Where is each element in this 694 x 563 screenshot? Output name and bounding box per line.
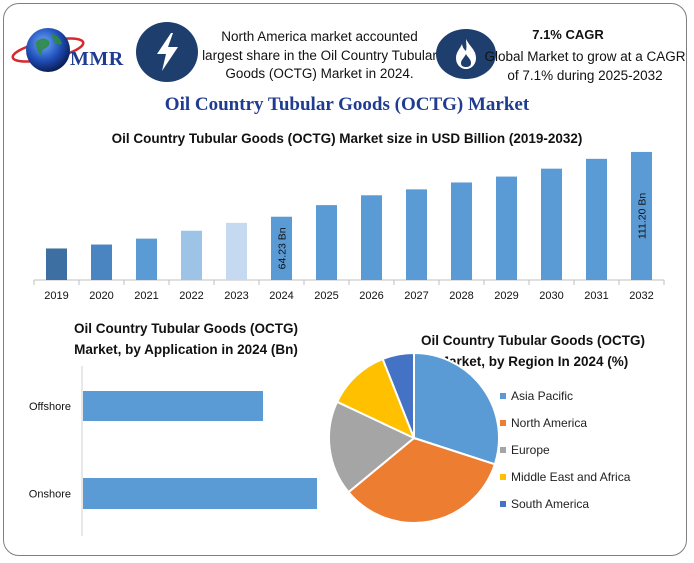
legend-swatch — [500, 474, 506, 480]
y-tick-label: Onshore — [29, 489, 71, 501]
main-title: Oil Country Tubular Goods (OCTG) Market — [164, 94, 530, 115]
x-tick-label: 2030 — [539, 290, 563, 302]
legend-swatch — [500, 501, 506, 507]
cagr-text: Global Market to grow at a CAGR of 7.1% … — [484, 49, 686, 83]
pie-slice-south-america — [381, 351, 415, 439]
lightning-icon — [136, 22, 198, 82]
logo-text: MMR — [70, 48, 124, 70]
x-tick-label: 2026 — [359, 290, 383, 302]
data-label-2024: 64.23 Bn — [277, 227, 289, 269]
x-tick-label: 2021 — [134, 290, 158, 302]
bar-offshore — [83, 391, 263, 421]
x-tick-label: 2028 — [449, 290, 473, 302]
x-tick-label: 2027 — [404, 290, 428, 302]
mmr-logo — [11, 20, 136, 84]
bar-2025 — [316, 205, 337, 280]
legend-swatch — [500, 393, 506, 399]
x-tick-label: 2032 — [629, 290, 653, 302]
legend-swatch — [500, 447, 506, 453]
x-tick-label: 2031 — [584, 290, 608, 302]
region-chart-title: Oil Country Tubular Goods (OCTG) Market,… — [421, 333, 645, 369]
bar-2028 — [451, 182, 472, 280]
flame-glyph — [456, 39, 476, 69]
data-label-2032: 111.20 Bn — [637, 193, 649, 239]
pie-slice-asia-pacific — [413, 351, 500, 466]
bar-2027 — [406, 189, 427, 280]
bar-2032 — [631, 151, 652, 280]
application-chart-title: Oil Country Tubular Goods (OCTG) Market,… — [74, 321, 298, 357]
pie-slice-north-america — [347, 436, 497, 524]
x-tick-label: 2029 — [494, 290, 518, 302]
legend-label: South America — [511, 497, 589, 511]
x-tick-label: 2024 — [269, 290, 293, 302]
bar-2019 — [46, 248, 67, 280]
bar-2023 — [226, 222, 247, 280]
bar-2029 — [496, 176, 517, 280]
bar-2022 — [181, 230, 202, 280]
cagr-title: 7.1% CAGR — [532, 27, 604, 42]
legend-label: North America — [511, 416, 587, 430]
x-tick-label: 2020 — [89, 290, 113, 302]
legend-label: Europe — [511, 443, 550, 457]
flame-icon — [436, 29, 496, 79]
legend-swatch — [500, 420, 506, 426]
market-size-chart-title: Oil Country Tubular Goods (OCTG) Market … — [111, 131, 583, 146]
x-tick-label: 2022 — [179, 290, 203, 302]
infographic-frame — [3, 3, 687, 556]
legend-label: Asia Pacific — [511, 389, 573, 403]
bar-onshore — [83, 478, 317, 509]
x-tick-label: 2019 — [44, 290, 68, 302]
bar-2021 — [136, 238, 157, 280]
bar-2024 — [271, 216, 292, 280]
pie-slice-europe — [328, 400, 416, 494]
y-tick-label: Offshore — [29, 401, 71, 413]
north-america-share-text: North America market accounted largest s… — [202, 29, 437, 81]
bar-2031 — [586, 158, 607, 280]
x-tick-label: 2023 — [224, 290, 248, 302]
legend-label: Middle East and Africa — [511, 470, 631, 484]
x-tick-label: 2025 — [314, 290, 338, 302]
lightning-glyph — [157, 33, 178, 71]
bar-2020 — [91, 244, 112, 280]
bar-2030 — [541, 168, 562, 280]
bar-2026 — [361, 195, 382, 280]
globe-icon — [11, 28, 85, 72]
pie-slice-middle-east-and-africa — [335, 357, 416, 440]
